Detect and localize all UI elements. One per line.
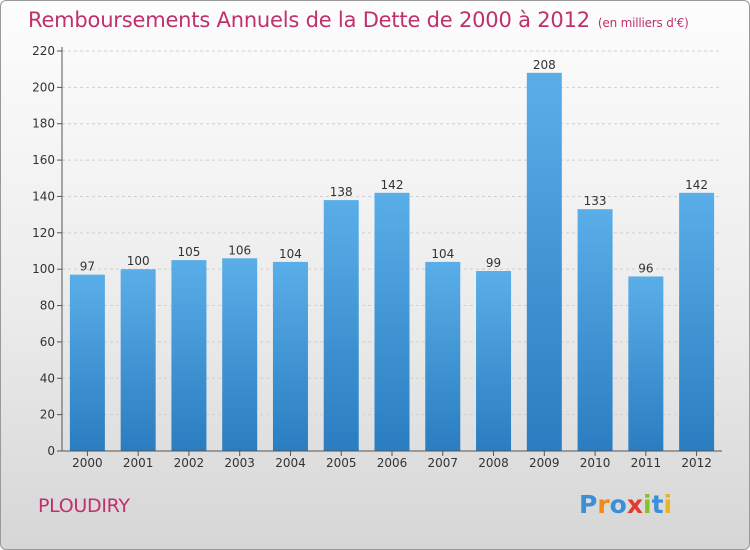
data-label-2010: 133 [584, 194, 607, 208]
bar-2005 [323, 200, 359, 451]
bar-2011 [628, 276, 664, 451]
x-tick-label-2010: 2010 [580, 456, 611, 470]
bar-2002 [171, 260, 207, 451]
data-label-2009: 208 [533, 58, 556, 72]
x-tick-label-2009: 2009 [529, 456, 560, 470]
y-tick-label: 100 [32, 262, 55, 276]
y-tick-label: 120 [32, 226, 55, 240]
data-label-2007: 104 [431, 247, 454, 261]
logo-letter: P [579, 490, 598, 519]
bar-2012 [679, 192, 715, 451]
bar-2001 [120, 269, 156, 451]
y-tick-label: 200 [32, 80, 55, 94]
data-label-2001: 100 [127, 254, 150, 268]
data-label-2012: 142 [685, 178, 708, 192]
bar-2004 [272, 261, 308, 451]
data-label-2000: 97 [80, 260, 95, 274]
logo-letter: r [597, 490, 610, 519]
bar-2009 [526, 72, 562, 452]
chart-title: Remboursements Annuels de la Dette de 20… [28, 8, 689, 32]
x-tick-label-2006: 2006 [377, 456, 408, 470]
y-tick-label: 40 [40, 371, 55, 385]
logo-letter: i [643, 490, 652, 519]
y-tick-label: 160 [32, 153, 55, 167]
chart-title-text: Remboursements Annuels de la Dette de 20… [28, 8, 590, 32]
x-tick-label-2005: 2005 [326, 456, 357, 470]
data-label-2004: 104 [279, 247, 302, 261]
y-tick-label: 20 [40, 408, 55, 422]
bar-2003 [222, 258, 258, 451]
x-tick-label-2001: 2001 [123, 456, 154, 470]
y-tick-label: 0 [47, 444, 55, 458]
logo-letter: i [663, 490, 673, 519]
x-tick-label-2004: 2004 [275, 456, 306, 470]
x-tick-label-2003: 2003 [224, 456, 255, 470]
y-tick-label: 220 [32, 44, 55, 58]
data-label-2002: 105 [177, 245, 200, 259]
data-label-2003: 106 [228, 243, 251, 257]
bar-2010 [577, 209, 613, 451]
data-label-2008: 99 [486, 256, 501, 270]
data-label-2006: 142 [381, 178, 404, 192]
bar-2000 [69, 274, 105, 451]
x-tick-label-2000: 2000 [72, 456, 103, 470]
x-tick-label-2007: 2007 [427, 456, 458, 470]
x-tick-label-2012: 2012 [681, 456, 712, 470]
y-tick-label: 80 [40, 299, 55, 313]
x-tick-label-2002: 2002 [174, 456, 205, 470]
logo-letter: o [609, 490, 627, 519]
y-tick-label: 180 [32, 117, 55, 131]
x-tick-label-2011: 2011 [631, 456, 662, 470]
commune-name: PLOUDIRY [38, 495, 130, 517]
y-tick-label: 60 [40, 335, 55, 349]
bar-2006 [374, 192, 410, 451]
x-tick-label-2008: 2008 [478, 456, 509, 470]
logo-letter: t [651, 490, 664, 519]
y-tick-label: 140 [32, 189, 55, 203]
logo-letter: x [626, 490, 643, 519]
data-label-2011: 96 [638, 261, 653, 275]
bar-2007 [425, 261, 461, 451]
bar-2008 [476, 271, 512, 451]
chart-subtitle: (en milliers d'€) [597, 16, 689, 30]
data-label-2005: 138 [330, 185, 353, 199]
proxiti-logo: Proxiti [579, 490, 672, 519]
